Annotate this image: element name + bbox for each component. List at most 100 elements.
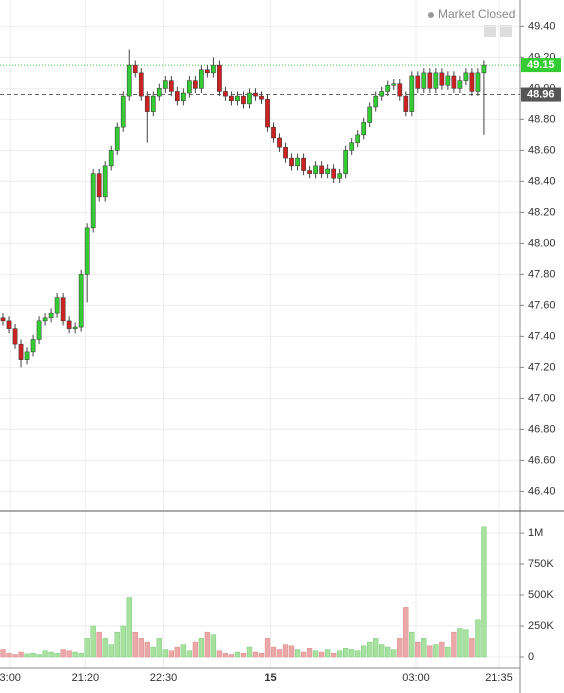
volume-bar bbox=[403, 607, 409, 658]
candle-body bbox=[433, 72, 439, 89]
volume-bar bbox=[300, 651, 307, 658]
button[interactable] bbox=[500, 25, 512, 37]
y-tick-label: 46.80 bbox=[528, 423, 556, 435]
last-price-label: 49.15 bbox=[527, 59, 555, 71]
candle-body bbox=[54, 297, 60, 314]
y-tick-label: 48.80 bbox=[528, 113, 556, 125]
volume-bar bbox=[240, 653, 247, 658]
volume-bar bbox=[132, 631, 138, 658]
volume-bar bbox=[120, 625, 126, 658]
market-status: Market Closed bbox=[438, 7, 515, 21]
volume-bar bbox=[385, 646, 391, 658]
volume-bar bbox=[409, 631, 415, 658]
volume-bar bbox=[138, 638, 144, 658]
volume-bar bbox=[288, 645, 295, 658]
volume-bar bbox=[451, 631, 457, 658]
volume-bar bbox=[168, 650, 174, 658]
candle-body bbox=[90, 173, 96, 229]
candle-body bbox=[403, 95, 409, 112]
prev-close-box bbox=[521, 87, 561, 102]
volume-bar bbox=[457, 628, 463, 658]
volume-bar bbox=[114, 631, 120, 658]
volume-bar bbox=[373, 638, 379, 658]
last-price-box bbox=[521, 58, 561, 73]
volume-tick-label: 0 bbox=[528, 651, 534, 663]
volume-bar bbox=[258, 653, 265, 658]
candle-body bbox=[36, 320, 42, 340]
candle-body bbox=[42, 317, 48, 322]
volume-bar bbox=[42, 650, 48, 658]
candle-body bbox=[108, 150, 114, 167]
candle-body bbox=[78, 274, 84, 328]
candle-body bbox=[421, 72, 427, 89]
candle-body bbox=[66, 320, 72, 329]
volume-bar bbox=[228, 654, 235, 658]
candle-body bbox=[259, 95, 264, 100]
candle-body bbox=[445, 75, 451, 86]
x-tick-label: 15 bbox=[264, 672, 276, 684]
candle-body bbox=[205, 69, 210, 74]
candle-body bbox=[156, 88, 162, 97]
volume-bar bbox=[282, 644, 289, 658]
candle-body bbox=[126, 64, 132, 97]
candle-body bbox=[475, 72, 481, 92]
volume-bar bbox=[421, 638, 427, 658]
volume-bar bbox=[144, 641, 150, 658]
volume-bar bbox=[0, 649, 6, 658]
candle-body bbox=[301, 157, 306, 171]
candle-body bbox=[265, 98, 270, 128]
volume-bar bbox=[415, 641, 421, 658]
volume-bar bbox=[192, 641, 199, 658]
candle-body bbox=[463, 72, 469, 81]
volume-bar bbox=[222, 653, 229, 658]
candle-body bbox=[289, 157, 294, 167]
candle-body bbox=[168, 80, 174, 92]
volume-bar bbox=[156, 638, 162, 658]
candle-body bbox=[379, 91, 385, 97]
candle-body bbox=[229, 95, 234, 102]
candle-body bbox=[247, 92, 252, 105]
volume-bar bbox=[445, 646, 451, 658]
prev-close-label: 48.96 bbox=[527, 88, 555, 100]
volume-bar bbox=[306, 648, 313, 658]
candle-body bbox=[415, 75, 421, 89]
volume-bar bbox=[78, 653, 84, 658]
candle-body bbox=[283, 147, 288, 159]
volume-bar bbox=[186, 650, 193, 658]
volume-bar bbox=[294, 649, 301, 658]
volume-bar bbox=[102, 638, 108, 658]
volume-bar bbox=[6, 653, 12, 658]
x-tick-label: 22:30 bbox=[150, 672, 178, 684]
volume-bar bbox=[481, 526, 487, 658]
candle-body bbox=[373, 95, 379, 108]
volume-bar bbox=[234, 651, 241, 658]
candle-body bbox=[481, 64, 487, 74]
candle-body bbox=[162, 80, 168, 89]
volume-bar bbox=[433, 644, 439, 658]
candle-body bbox=[18, 343, 24, 360]
volume-bar bbox=[96, 631, 102, 658]
candle-body bbox=[241, 95, 246, 105]
y-tick-label: 48.40 bbox=[528, 175, 556, 187]
volume-bar bbox=[12, 654, 18, 658]
candle-body bbox=[307, 170, 312, 174]
volume-bar bbox=[150, 646, 156, 658]
y-tick-label: 47.40 bbox=[528, 330, 556, 342]
volume-tick-label: 1M bbox=[528, 527, 543, 539]
candle-body bbox=[84, 227, 90, 275]
volume-bar bbox=[276, 649, 283, 658]
candle-body bbox=[325, 168, 330, 174]
candle-body bbox=[277, 137, 282, 148]
candle-body bbox=[138, 72, 144, 97]
candle-body bbox=[150, 95, 156, 112]
candle-body bbox=[253, 92, 258, 97]
volume-bar bbox=[30, 653, 36, 658]
volume-bar bbox=[198, 638, 205, 658]
volume-bar bbox=[349, 649, 355, 658]
x-tick-label: 03:00 bbox=[402, 672, 430, 684]
volume-bar bbox=[427, 645, 433, 658]
button[interactable] bbox=[484, 25, 496, 37]
volume-bar bbox=[361, 645, 367, 658]
